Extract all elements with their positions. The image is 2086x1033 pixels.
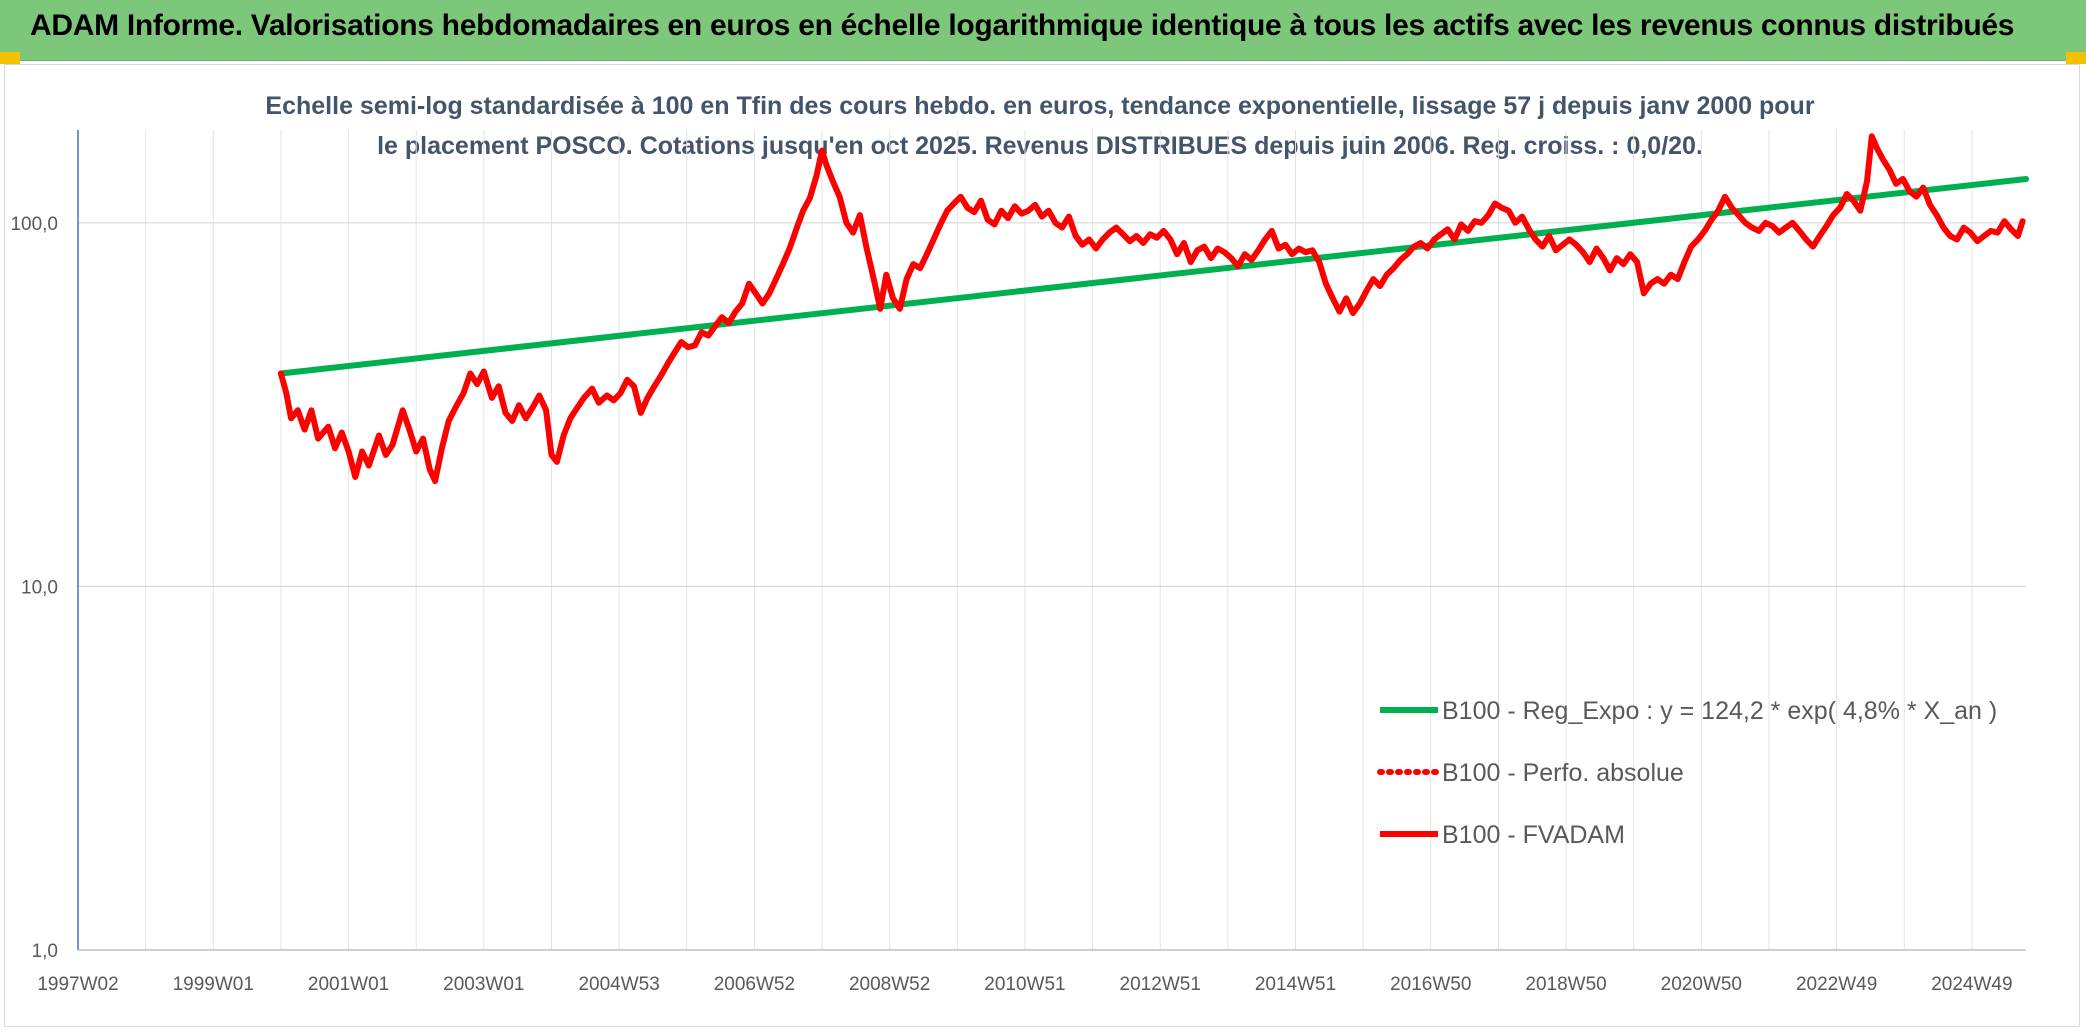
y-tick-label: 10,0 xyxy=(21,577,58,598)
x-tick-label: 2018W50 xyxy=(1525,974,1606,995)
series-line xyxy=(277,176,2029,377)
x-tick-label: 2010W51 xyxy=(984,974,1065,995)
corner-marker-right xyxy=(2066,52,2086,64)
legend-label: B100 - FVADAM xyxy=(1442,821,1625,849)
header-bar: ADAM Informe. Valorisations hebdomadaire… xyxy=(0,0,2086,61)
series-line xyxy=(277,133,2026,484)
chart-frame xyxy=(4,64,2080,1027)
corner-marker-left xyxy=(0,52,20,64)
x-tick-label: 2022W49 xyxy=(1796,974,1877,995)
x-tick-label: 2016W50 xyxy=(1390,974,1471,995)
x-tick-label: 2014W51 xyxy=(1255,974,1336,995)
x-tick-label: 2003W01 xyxy=(443,974,524,995)
x-tick-label: 2008W52 xyxy=(849,974,930,995)
series-layer xyxy=(277,133,2029,484)
legend-label: B100 - Reg_Expo : y = 124,2 * exp( 4,8% … xyxy=(1442,697,1997,725)
x-tick-label: 1999W01 xyxy=(173,974,254,995)
report-title: ADAM Informe. Valorisations hebdomadaire… xyxy=(30,9,2015,42)
x-tick-label: 2012W51 xyxy=(1120,974,1201,995)
x-tick-label: 2006W52 xyxy=(714,974,795,995)
legend: B100 - Reg_Expo : y = 124,2 * exp( 4,8% … xyxy=(1377,697,1997,849)
legend-label: B100 - Perfo. absolue xyxy=(1442,759,1684,787)
x-tick-label: 2001W01 xyxy=(308,974,389,995)
x-tick-label: 1997W02 xyxy=(37,974,118,995)
y-tick-label: 100,0 xyxy=(10,214,58,235)
x-axis: 1997W02 1999W01 2001W01 2003W01 2004W53 2006W… xyxy=(37,949,2026,995)
grid-lines xyxy=(77,130,2026,950)
y-axis: 1,0 10,0 100,0 xyxy=(10,130,79,962)
y-tick-label: 1,0 xyxy=(32,941,58,962)
x-tick-label: 2004W53 xyxy=(578,974,659,995)
x-tick-label: 2024W49 xyxy=(1931,974,2012,995)
x-tick-label: 2020W50 xyxy=(1661,974,1742,995)
chart-title: Echelle semi-log standardisée à 100 en T… xyxy=(265,92,1815,160)
